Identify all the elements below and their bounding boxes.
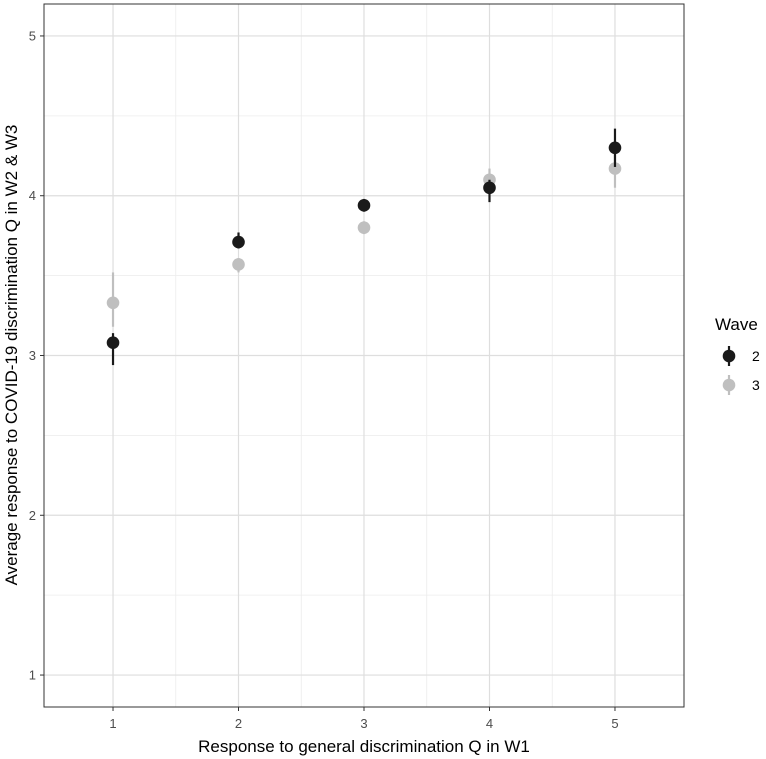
y-tick-label: 1 xyxy=(29,668,36,683)
legend-title: Wave xyxy=(715,315,758,334)
x-tick-label: 1 xyxy=(109,716,116,731)
legend-key-point-wave-3 xyxy=(722,378,736,392)
point-wave-3 xyxy=(608,162,622,175)
legend-items: 23 xyxy=(722,346,760,395)
point-wave-3 xyxy=(357,221,371,234)
y-axis: 1 2 3 4 5 xyxy=(29,28,44,683)
point-wave-2 xyxy=(357,199,371,212)
point-wave-2 xyxy=(232,235,245,249)
y-tick-label: 5 xyxy=(29,28,36,43)
point-wave-3 xyxy=(106,296,120,310)
legend-key-point-wave-2 xyxy=(722,349,736,363)
x-tick-label: 2 xyxy=(235,716,242,731)
point-wave-2 xyxy=(483,181,496,195)
x-axis-title: Response to general discrimination Q in … xyxy=(198,737,530,756)
x-axis: 1 2 3 4 5 xyxy=(109,707,619,731)
legend-label-wave-2: 2 xyxy=(752,348,760,364)
y-tick-label: 2 xyxy=(29,508,36,523)
y-tick-label: 3 xyxy=(29,348,36,363)
y-axis-title: Average response to COVID-19 discriminat… xyxy=(2,125,21,586)
points-layer xyxy=(106,128,622,366)
point-wave-2 xyxy=(608,141,622,155)
x-tick-label: 4 xyxy=(486,716,493,731)
x-tick-label: 5 xyxy=(611,716,618,731)
legend: Wave 23 xyxy=(715,315,760,395)
point-wave-2 xyxy=(106,336,120,350)
y-tick-label: 4 xyxy=(29,188,36,203)
legend-label-wave-3: 3 xyxy=(752,377,760,393)
point-wave-3 xyxy=(232,258,245,271)
x-tick-label: 3 xyxy=(360,716,367,731)
